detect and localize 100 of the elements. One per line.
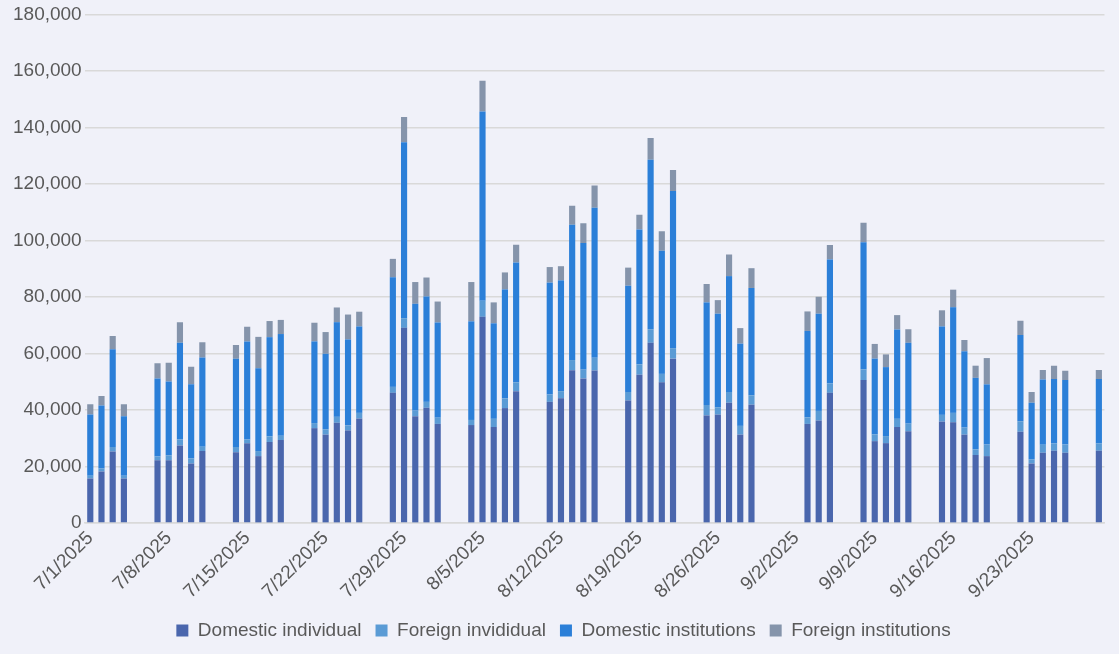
bar [311,322,318,342]
bar [490,427,497,523]
bar [199,446,206,452]
bar [255,336,262,369]
bar [1095,369,1102,379]
bar [871,343,878,359]
bar [647,137,654,160]
bar [1028,402,1035,460]
bar [882,443,890,523]
bar [165,362,172,382]
bar [244,443,251,523]
bar [1050,443,1058,451]
bar [109,447,116,452]
bar [232,345,240,359]
bar [972,455,979,523]
bar [333,322,340,417]
bar [501,408,509,523]
bar [714,414,721,523]
bar [1062,444,1069,453]
bar [658,250,665,374]
bar [983,456,990,523]
bar [860,242,867,370]
bar [120,416,127,476]
bar [983,358,990,385]
bar [737,425,744,435]
bar [804,423,811,523]
bar [333,422,340,523]
bar [703,404,710,416]
bar [176,342,184,440]
bar [569,370,576,523]
bar [1028,463,1035,523]
bar [232,358,240,448]
bar [199,357,206,447]
bar [658,373,665,383]
bar [894,427,901,523]
legend-label: Foreign invididual [397,618,546,640]
y-tick-label: 160,000 [12,59,82,81]
bar [1039,444,1046,453]
bar [546,394,553,402]
bar [232,452,240,523]
bar [255,368,262,452]
y-tick-label: 140,000 [12,115,82,137]
bar [882,367,890,437]
bar [961,339,968,352]
bar [389,392,396,523]
bar [333,416,340,423]
bar [703,415,710,523]
bar [804,311,811,331]
bar [950,307,957,413]
bar [669,348,677,359]
bar [972,449,979,455]
bar [950,289,957,308]
bar [277,319,284,335]
bar [546,267,553,283]
bar [87,404,94,415]
bar [950,422,957,523]
bar [87,478,94,523]
bar [1039,379,1046,445]
bar [109,349,116,448]
bar [1028,391,1035,403]
bar [804,330,811,418]
bar [725,402,733,523]
bar [311,423,318,429]
bar [714,407,721,415]
bar [490,302,497,324]
bar [938,310,946,327]
y-tick-label: 0 [71,511,82,533]
bar [714,300,721,314]
bar [154,460,161,523]
bar [479,111,486,301]
y-tick-label: 60,000 [23,341,82,363]
bar [423,277,430,297]
bar [154,378,161,457]
bar [434,301,441,323]
bar [1017,421,1024,432]
bar [1039,452,1046,523]
bar [546,401,553,523]
bar [513,262,520,383]
bar [815,410,822,421]
bar [871,441,878,523]
bar [322,429,329,435]
bar [344,339,352,426]
bar [580,223,587,244]
bar [737,434,744,523]
bar [1095,378,1102,444]
y-tick-label: 20,000 [23,454,82,476]
bar [815,296,822,314]
bar [513,244,520,263]
bar [725,276,733,392]
bar [1017,334,1024,422]
bar [400,116,408,143]
bar [389,277,396,387]
bar [557,280,565,392]
bar [961,434,968,523]
bar [266,442,273,523]
y-tick-label: 100,000 [12,228,82,250]
bar [277,334,284,436]
bar [356,418,363,523]
bar [188,463,195,523]
bar [322,434,329,523]
